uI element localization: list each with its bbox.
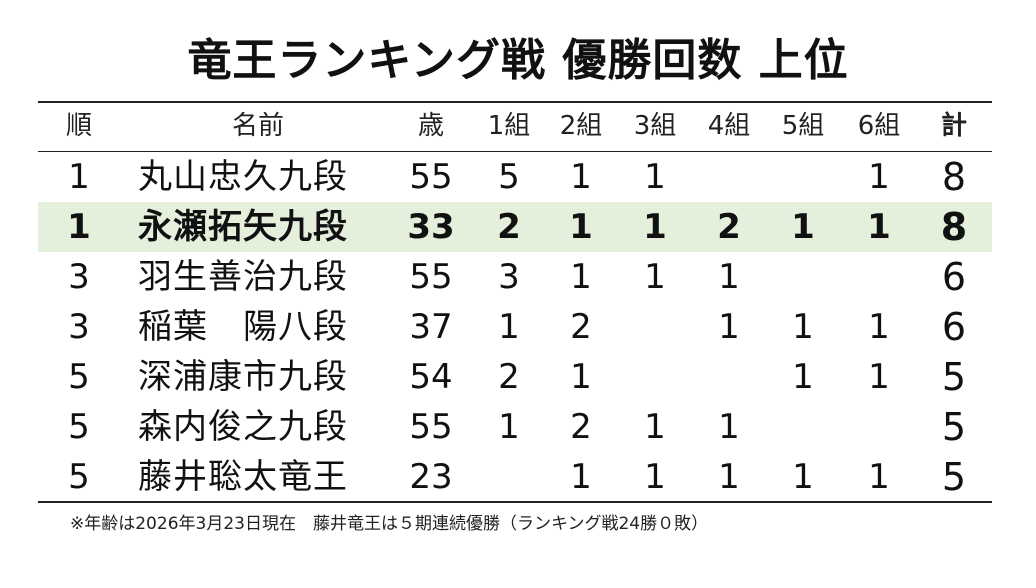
table-row: 3 羽生善治九段 55 3 1 1 1 6 [38,252,992,302]
cell-g3: 1 [644,257,666,297]
cell-g4: 1 [718,457,740,497]
cell-age: 54 [409,357,453,397]
cell-rank: 5 [68,357,90,397]
cell-g5 [772,152,834,202]
cell-age: 55 [409,407,453,447]
cell-g3: 1 [644,407,666,447]
cell-g4: 1 [718,257,740,297]
cell-g5: 1 [792,357,814,397]
cell-g3 [624,302,686,352]
cell-g3: 1 [643,207,667,247]
cell-age: 37 [409,307,453,347]
cell-g6 [848,252,910,302]
cell-age: 55 [409,157,453,197]
cell-g2: 2 [570,307,592,347]
header-name: 名前 [231,111,284,141]
cell-g3: 1 [644,457,666,497]
cell-total: 8 [940,205,968,249]
header-age: 歳 [417,111,444,141]
cell-g6: 1 [868,307,890,347]
cell-g5 [772,252,834,302]
cell-name: 永瀬拓矢九段 [138,207,348,247]
cell-total: 6 [941,255,967,299]
cell-total: 6 [941,305,967,349]
cell-rank: 1 [68,157,90,197]
cell-g1: 1 [498,307,520,347]
cell-name: 稲葉 陽八段 [138,307,348,347]
cell-g2: 2 [570,407,592,447]
cell-g4: 1 [718,407,740,447]
cell-g2: 1 [570,157,592,197]
cell-g6: 1 [868,457,890,497]
cell-rank: 3 [68,307,90,347]
cell-g1: 3 [498,257,520,297]
cell-g6: 1 [868,157,890,197]
cell-g2: 1 [570,257,592,297]
header-group-2: 2組 [559,111,603,141]
cell-g4 [698,152,760,202]
cell-g1: 2 [498,357,520,397]
header-group-3: 3組 [633,111,677,141]
table-row: 5 森内俊之九段 55 1 2 1 1 5 [38,402,992,452]
header-total: 計 [940,111,967,141]
cell-g4 [698,352,760,402]
header-rank: 順 [65,111,92,141]
footnote: ※年齢は2026年3月23日現在 藤井竜王は５期連続優勝（ランキング戦24勝０敗… [70,514,709,534]
cell-name: 羽生善治九段 [138,257,348,297]
cell-total: 5 [941,355,967,399]
cell-total: 5 [941,405,967,449]
cell-age: 23 [409,457,453,497]
cell-total: 5 [941,455,967,499]
cell-g5 [772,402,834,452]
table-row: 1 永瀬拓矢九段 33 2 1 1 2 1 1 8 [38,202,992,252]
cell-g2: 1 [570,357,592,397]
table-top-rule [38,101,992,103]
cell-g4: 1 [718,307,740,347]
cell-g6: 1 [868,357,890,397]
cell-age: 55 [409,257,453,297]
cell-g1: 5 [498,157,520,197]
cell-total: 8 [941,155,967,199]
page-title: 竜王ランキング戦 優勝回数 上位 [187,35,849,86]
cell-g1: 1 [498,407,520,447]
header-group-4: 4組 [707,111,751,141]
cell-g2: 1 [570,457,592,497]
cell-g6: 1 [867,207,891,247]
cell-name: 森内俊之九段 [138,407,348,447]
cell-g1 [478,452,540,502]
cell-g5: 1 [792,457,814,497]
table-row: 5 深浦康市九段 54 2 1 1 1 5 [38,352,992,402]
cell-g5: 1 [791,207,815,247]
table-bottom-rule [38,501,992,503]
cell-g3 [624,352,686,402]
cell-rank: 5 [68,407,90,447]
cell-rank: 5 [68,457,90,497]
header-group-5: 5組 [781,111,825,141]
cell-name: 藤井聡太竜王 [138,457,348,497]
table-row: 3 稲葉 陽八段 37 1 2 1 1 1 6 [38,302,992,352]
cell-g4: 2 [717,207,741,247]
cell-rank: 1 [67,207,91,247]
table-row: 5 藤井聡太竜王 23 1 1 1 1 1 5 [38,452,992,502]
table-row: 1 丸山忠久九段 55 5 1 1 1 8 [38,152,992,202]
cell-rank: 3 [68,257,90,297]
header-group-6: 6組 [857,111,901,141]
cell-g6 [848,402,910,452]
header-group-1: 1組 [487,111,531,141]
table-header-row: 順 名前 歳 1組 2組 3組 4組 5組 6組 計 [38,101,992,151]
cell-g3: 1 [644,157,666,197]
cell-name: 深浦康市九段 [138,357,348,397]
cell-g5: 1 [792,307,814,347]
cell-g1: 2 [497,207,521,247]
header-divider [38,151,992,152]
cell-g2: 1 [569,207,593,247]
cell-name: 丸山忠久九段 [138,157,348,197]
cell-age: 33 [407,207,455,247]
